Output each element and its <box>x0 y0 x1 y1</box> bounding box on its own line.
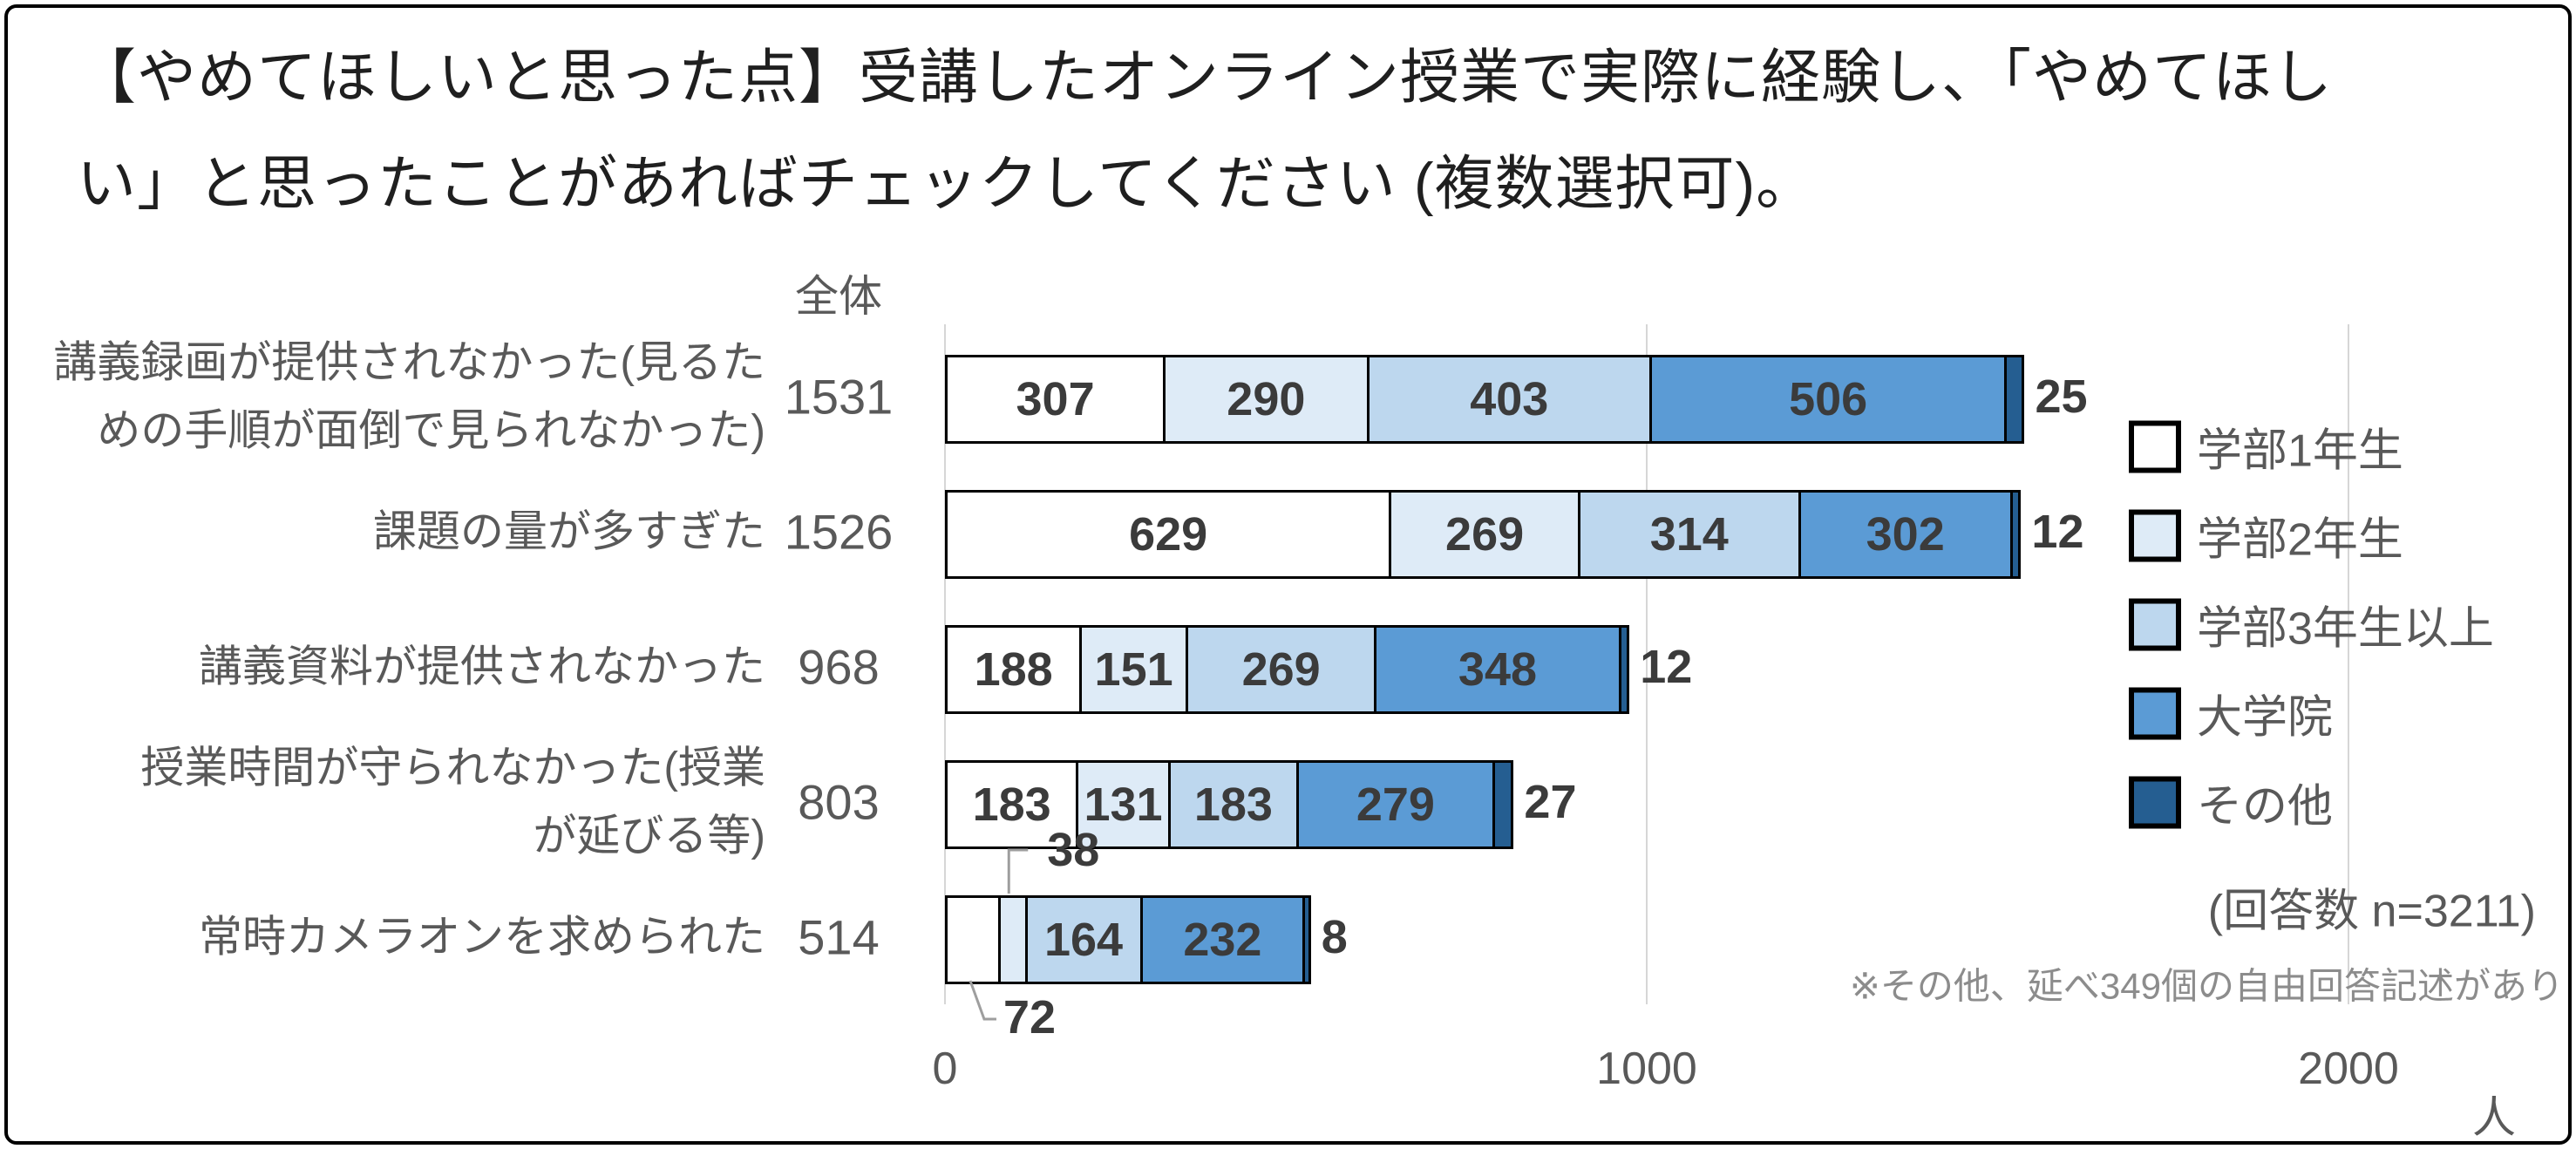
outside-label: 8 <box>1321 911 1348 963</box>
segment-label: 506 <box>1789 373 1868 425</box>
bar-segment-大学院: 232 <box>1139 898 1303 982</box>
bar-segment-大学院: 506 <box>1648 357 2005 441</box>
bar-segment-学部3年生以上: 183 <box>1167 763 1297 846</box>
legend-label: その他 <box>2197 781 2334 833</box>
outside-label: 12 <box>2031 506 2084 558</box>
gridline-1000 <box>1646 324 1648 1004</box>
bar-row: 629 269 314 302 <box>945 490 2022 579</box>
segment-label: 403 <box>1470 373 1549 425</box>
total-value: 968 <box>798 639 880 695</box>
bar-segment-学部3年生以上: 314 <box>1577 493 1798 576</box>
bar-segment-学部1年生: 307 <box>948 357 1164 441</box>
legend-swatch-icon <box>2129 509 2181 561</box>
legend-item-学部2年生: 学部2年生 <box>2129 503 2403 568</box>
segment-label: 348 <box>1458 643 1538 696</box>
segment-label: 307 <box>1016 373 1095 425</box>
segment-label: 183 <box>1193 778 1273 831</box>
legend-item-学部3年生以上: 学部3年生以上 <box>2129 592 2494 657</box>
category-label: 常時カメラオンを求められた <box>199 912 765 962</box>
bar-segment-大学院: 279 <box>1296 763 1492 846</box>
legend-swatch-icon <box>2129 776 2181 828</box>
legend-item-その他: その他 <box>2129 770 2333 835</box>
bar-segment-学部2年生: 290 <box>1163 357 1367 441</box>
callout-label: 72 <box>1003 991 1057 1044</box>
segment-label: 131 <box>1084 778 1163 831</box>
outside-label: 25 <box>2035 371 2088 423</box>
outside-label: 27 <box>1524 776 1577 828</box>
segment-label: 188 <box>974 643 1053 696</box>
footnote-annotation: ※その他、延べ349個の自由回答記述があり <box>1849 965 2564 1007</box>
x-axis-unit-label: 人 <box>2472 1093 2516 1142</box>
bar-segment-学部1年生: 183 <box>948 763 1077 846</box>
category-label: 講義録画が提供されなかった(見るた めの手順が面倒で見られなかった) <box>53 337 765 455</box>
legend-item-大学院: 大学院 <box>2129 681 2333 746</box>
bar-segment-学部3年生以上: 269 <box>1185 628 1375 711</box>
total-column-header: 全体 <box>795 272 882 321</box>
bar-segment-学部2年生: 151 <box>1079 628 1186 711</box>
bar-row: 307 290 403 506 <box>945 355 2025 444</box>
legend-label: 学部3年生以上 <box>2197 603 2494 655</box>
category-label: 課題の量が多すぎた <box>373 507 765 556</box>
bar-segment-学部1年生 <box>948 898 998 982</box>
segment-label: 314 <box>1649 508 1729 561</box>
bar-segment-その他 <box>2009 493 2019 576</box>
bar-row: 188 151 269 348 <box>945 625 1630 714</box>
segment-label: 279 <box>1356 778 1435 831</box>
bar-segment-学部3年生以上: 164 <box>1024 898 1140 982</box>
category-label: 講義資料が提供されなかった <box>199 642 765 691</box>
outside-label: 12 <box>1640 641 1693 693</box>
segment-label: 151 <box>1094 643 1173 696</box>
legend-swatch-icon <box>2129 598 2181 650</box>
segment-label: 232 <box>1183 914 1262 966</box>
total-value: 1526 <box>784 504 894 560</box>
segment-label: 302 <box>1866 508 1945 561</box>
total-value: 1531 <box>784 369 894 425</box>
callout-label: 38 <box>1047 824 1100 876</box>
total-value: 514 <box>798 909 880 965</box>
bar-segment-学部1年生: 629 <box>948 493 1390 576</box>
segment-label: 290 <box>1227 373 1306 425</box>
legend-label: 学部1年生 <box>2197 425 2403 477</box>
bar-segment-学部2年生: 131 <box>1076 763 1168 846</box>
bar-segment-大学院: 348 <box>1374 628 1619 711</box>
legend-label: 学部2年生 <box>2197 514 2403 566</box>
legend-label: 大学院 <box>2197 692 2334 744</box>
segment-label: 164 <box>1043 914 1124 966</box>
bar-segment-学部2年生 <box>997 898 1025 982</box>
bar-segment-学部1年生: 188 <box>948 628 1080 711</box>
bar-segment-学部3年生以上: 403 <box>1366 357 1649 441</box>
bar-segment-学部2年生: 269 <box>1389 493 1578 576</box>
segment-label: 269 <box>1241 643 1321 696</box>
bar-segment-大学院: 302 <box>1798 493 2010 576</box>
bar-segment-その他 <box>1302 898 1308 982</box>
bar-row: 183 131 183 279 <box>945 760 1514 849</box>
legend-swatch-icon <box>2129 420 2181 473</box>
legend-item-学部1年生: 学部1年生 <box>2129 414 2403 479</box>
segment-label: 183 <box>972 778 1051 831</box>
bar-segment-その他 <box>1618 628 1628 711</box>
chart-question-title: 【やめてほしいと思った点】受講したオンライン授業で実際に経験し、「やめてほしい」… <box>77 44 2334 218</box>
bar-segment-その他 <box>2004 357 2022 441</box>
segment-label: 629 <box>1129 508 1208 561</box>
bar-segment-その他 <box>1492 763 1512 846</box>
x-tick-label-1000: 1000 <box>1596 1044 1697 1094</box>
respondents-annotation: (回答数 n=3211) <box>2207 886 2536 937</box>
x-tick-label-0: 0 <box>932 1044 958 1094</box>
total-value: 803 <box>798 774 880 830</box>
segment-label: 269 <box>1445 508 1525 561</box>
category-label: 授業時間が守られなかった(授業 が延びる等) <box>140 743 765 860</box>
x-tick-label-2000: 2000 <box>2298 1044 2399 1094</box>
bar-row: 164 232 <box>945 895 1311 984</box>
gridline-2000 <box>2348 324 2349 1004</box>
legend-swatch-icon <box>2129 687 2181 739</box>
